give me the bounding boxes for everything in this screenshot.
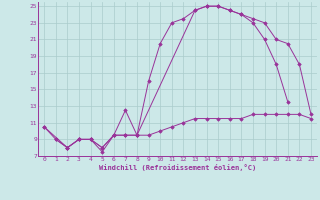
X-axis label: Windchill (Refroidissement éolien,°C): Windchill (Refroidissement éolien,°C) (99, 164, 256, 171)
